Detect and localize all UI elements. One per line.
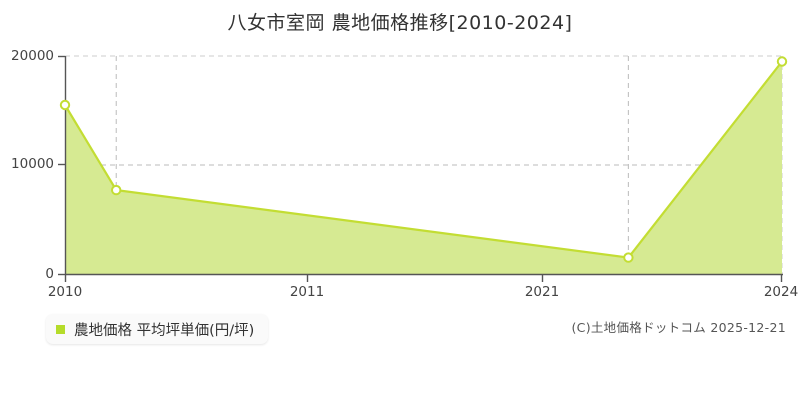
chart-legend[interactable]: 農地価格 平均坪単価(円/坪)	[46, 314, 269, 344]
x-axis-label-2024: 2024	[763, 284, 799, 300]
copyright-credit: (C)土地価格ドットコム 2025-12-21	[571, 320, 786, 335]
x-axis-label-2021: 2021	[524, 284, 560, 300]
data-point-2024[interactable]	[776, 56, 788, 67]
chart-title: 八女市室岡 農地価格推移[2010-2024]	[227, 12, 573, 34]
data-point-2011[interactable]	[111, 184, 122, 196]
legend-item-label: 農地価格 平均坪単価(円/坪)	[74, 322, 255, 339]
y-axis-label-10000: 10000	[11, 156, 54, 172]
legend-swatch-icon	[56, 324, 65, 334]
y-axis-label-0: 0	[45, 266, 54, 282]
y-axis-label-20000: 20000	[11, 48, 54, 64]
data-point-2021[interactable]	[623, 252, 634, 263]
line-agricultural-price	[64, 60, 783, 259]
x-axis-label-2011: 2011	[289, 284, 325, 300]
area-fill-agricultural-price	[65, 61, 782, 274]
data-point-2010[interactable]	[59, 99, 71, 111]
x-axis-label-2010: 2010	[47, 284, 83, 300]
